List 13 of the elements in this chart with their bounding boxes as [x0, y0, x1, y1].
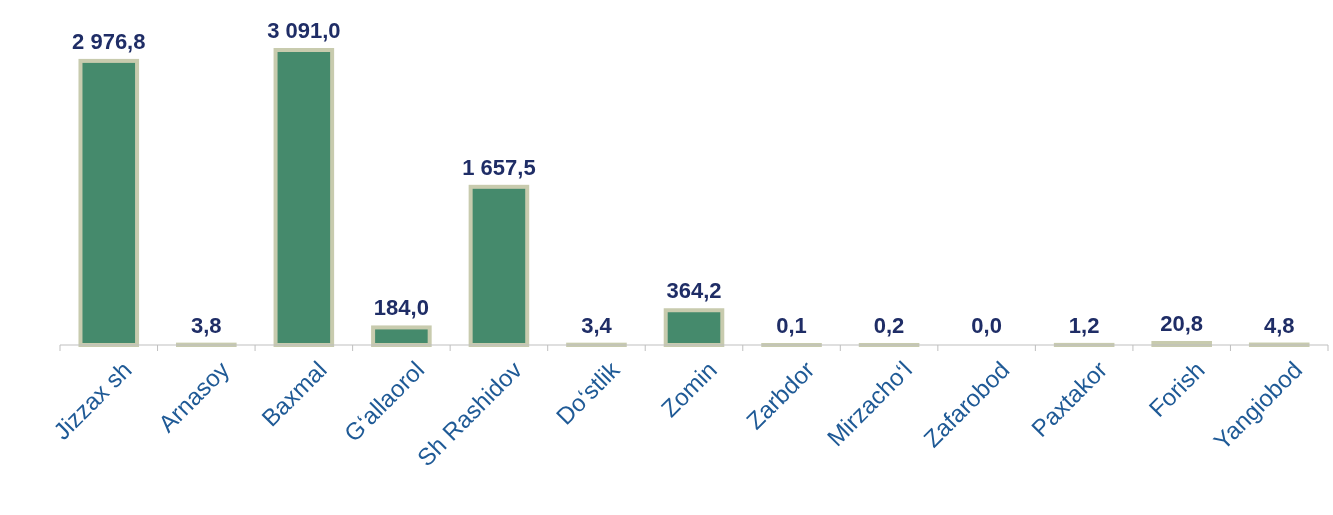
data-label: 364,2 — [666, 278, 722, 304]
data-label: 3 091,0 — [267, 18, 341, 43]
data-label: 184,0 — [373, 295, 429, 321]
data-label: 1 657,5 — [462, 154, 536, 180]
data-label: 3,8 — [191, 312, 222, 338]
data-label: 4,8 — [1263, 312, 1295, 338]
data-label: 1,2 — [1068, 312, 1100, 338]
data-label: 0,1 — [776, 312, 807, 338]
data-label: 0,2 — [873, 312, 905, 338]
data-label: 0,0 — [971, 313, 1002, 338]
data-label: 2 976,8 — [72, 28, 146, 54]
data-label: 3,4 — [581, 312, 613, 338]
data-label: 20,8 — [1160, 311, 1204, 337]
